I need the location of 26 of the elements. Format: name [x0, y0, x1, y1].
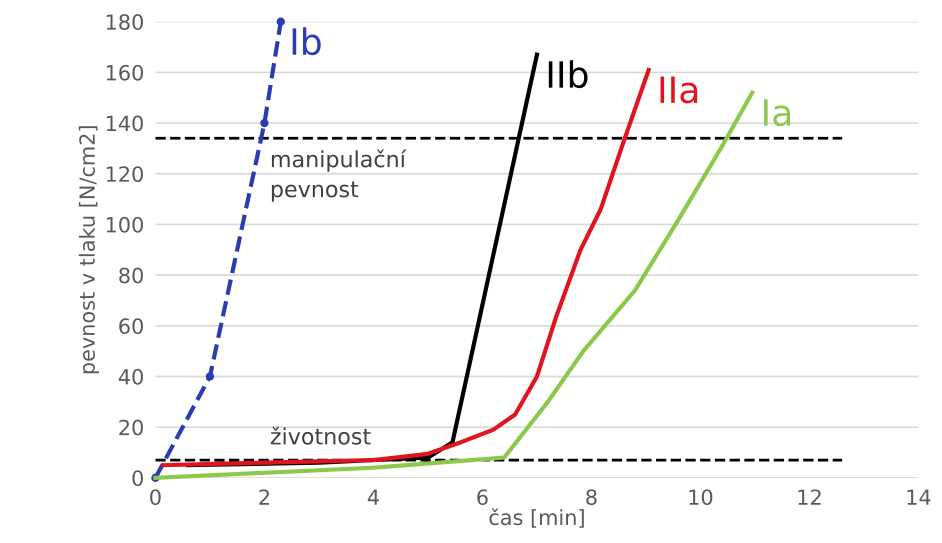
y-tick-label: 0: [132, 470, 143, 486]
x-tick-label: 12: [798, 489, 821, 505]
x-tick-label: 0: [150, 489, 161, 506]
y-tick-label: 160: [106, 64, 143, 81]
y-tick-label: 120: [106, 166, 143, 182]
ref-line-label: manipulační pevnost: [272, 149, 406, 202]
x-tick-label: 2: [259, 489, 269, 505]
x-tick-label: 10: [689, 489, 712, 506]
ref-line-label: životnost: [270, 426, 371, 445]
x-tick-label: 4: [368, 490, 379, 505]
series-label: IIa: [660, 76, 698, 104]
y-tick-label: 40: [118, 368, 143, 385]
series-label: Ia: [764, 99, 790, 126]
y-tick-label: 80: [119, 268, 143, 284]
y-tick-label: 60: [119, 318, 143, 334]
x-tick-label: 6: [477, 489, 488, 506]
y-tick-label: 180: [106, 14, 143, 30]
series-label: IIb: [548, 60, 588, 88]
y-axis-title: pevnost v tlaku [N/cm2]: [78, 126, 99, 374]
x-axis-title: čas [min]: [489, 508, 584, 528]
x-tick-label: 8: [586, 489, 597, 506]
series-label: Ib: [292, 27, 321, 56]
y-tick-label: 100: [106, 216, 143, 233]
y-tick-label: 140: [106, 116, 143, 132]
x-tick-label: 14: [907, 490, 931, 505]
y-tick-label: 20: [119, 420, 143, 436]
